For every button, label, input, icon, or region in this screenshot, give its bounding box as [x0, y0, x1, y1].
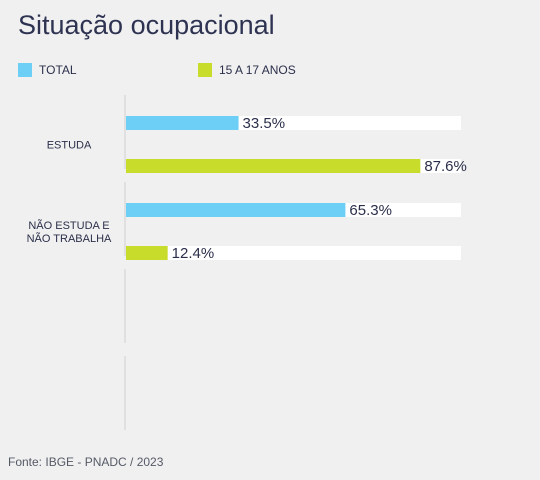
legend-label-15-17: 15 A 17 ANOS [219, 63, 296, 77]
category-label-line: ESTUDA [47, 140, 92, 152]
data-label-1-0: 65.3% [349, 202, 392, 219]
data-label-1-1: 12.4% [172, 245, 215, 262]
bar-0-0 [126, 116, 239, 130]
bar-1-0 [126, 203, 346, 217]
chart-title: Situação ocupacional [18, 10, 275, 40]
legend-swatch-15-17 [198, 63, 212, 77]
category-label-line: NÃO TRABALHA [27, 232, 112, 245]
bar-track-1-1 [126, 246, 461, 260]
legend-label-total: TOTAL [39, 63, 77, 77]
bar-0-1 [126, 159, 421, 173]
legend-swatch-total [18, 63, 32, 77]
legend-item-15-17: 15 A 17 ANOS [198, 62, 296, 78]
bar-1-1 [126, 246, 168, 260]
source-footer: Fonte: IBGE - PNADC / 2023 [8, 455, 164, 469]
category-label-line: NÃO ESTUDA E [28, 219, 109, 232]
category-label-0: ESTUDA [47, 140, 92, 152]
data-label-0-0: 33.5% [243, 115, 286, 132]
data-label-0-1: 87.6% [424, 158, 467, 175]
legend-item-total: TOTAL [18, 62, 77, 78]
category-label-1: NÃO ESTUDA E NÃO TRABALHA [27, 219, 112, 245]
